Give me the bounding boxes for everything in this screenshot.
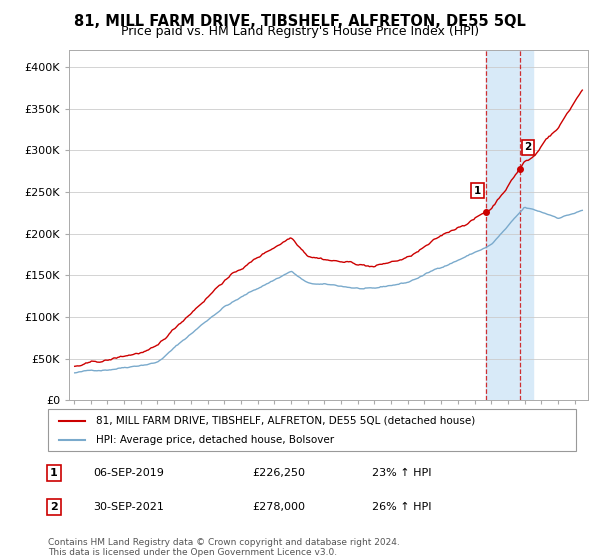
Text: 06-SEP-2019: 06-SEP-2019: [93, 468, 164, 478]
Text: Contains HM Land Registry data © Crown copyright and database right 2024.
This d: Contains HM Land Registry data © Crown c…: [48, 538, 400, 557]
Text: £278,000: £278,000: [252, 502, 305, 512]
Text: £226,250: £226,250: [252, 468, 305, 478]
Bar: [486, 50, 533, 400]
Text: 2: 2: [50, 502, 58, 512]
Text: 23% ↑ HPI: 23% ↑ HPI: [372, 468, 431, 478]
Text: 1: 1: [50, 468, 58, 478]
Text: 81, MILL FARM DRIVE, TIBSHELF, ALFRETON, DE55 5QL (detached house): 81, MILL FARM DRIVE, TIBSHELF, ALFRETON,…: [95, 416, 475, 426]
FancyBboxPatch shape: [48, 409, 576, 451]
Text: 1: 1: [474, 185, 481, 195]
Text: 30-SEP-2021: 30-SEP-2021: [93, 502, 164, 512]
Text: HPI: Average price, detached house, Bolsover: HPI: Average price, detached house, Bols…: [95, 435, 334, 445]
Text: 2: 2: [524, 142, 532, 152]
Text: 81, MILL FARM DRIVE, TIBSHELF, ALFRETON, DE55 5QL: 81, MILL FARM DRIVE, TIBSHELF, ALFRETON,…: [74, 14, 526, 29]
Text: Price paid vs. HM Land Registry's House Price Index (HPI): Price paid vs. HM Land Registry's House …: [121, 25, 479, 38]
Text: 26% ↑ HPI: 26% ↑ HPI: [372, 502, 431, 512]
